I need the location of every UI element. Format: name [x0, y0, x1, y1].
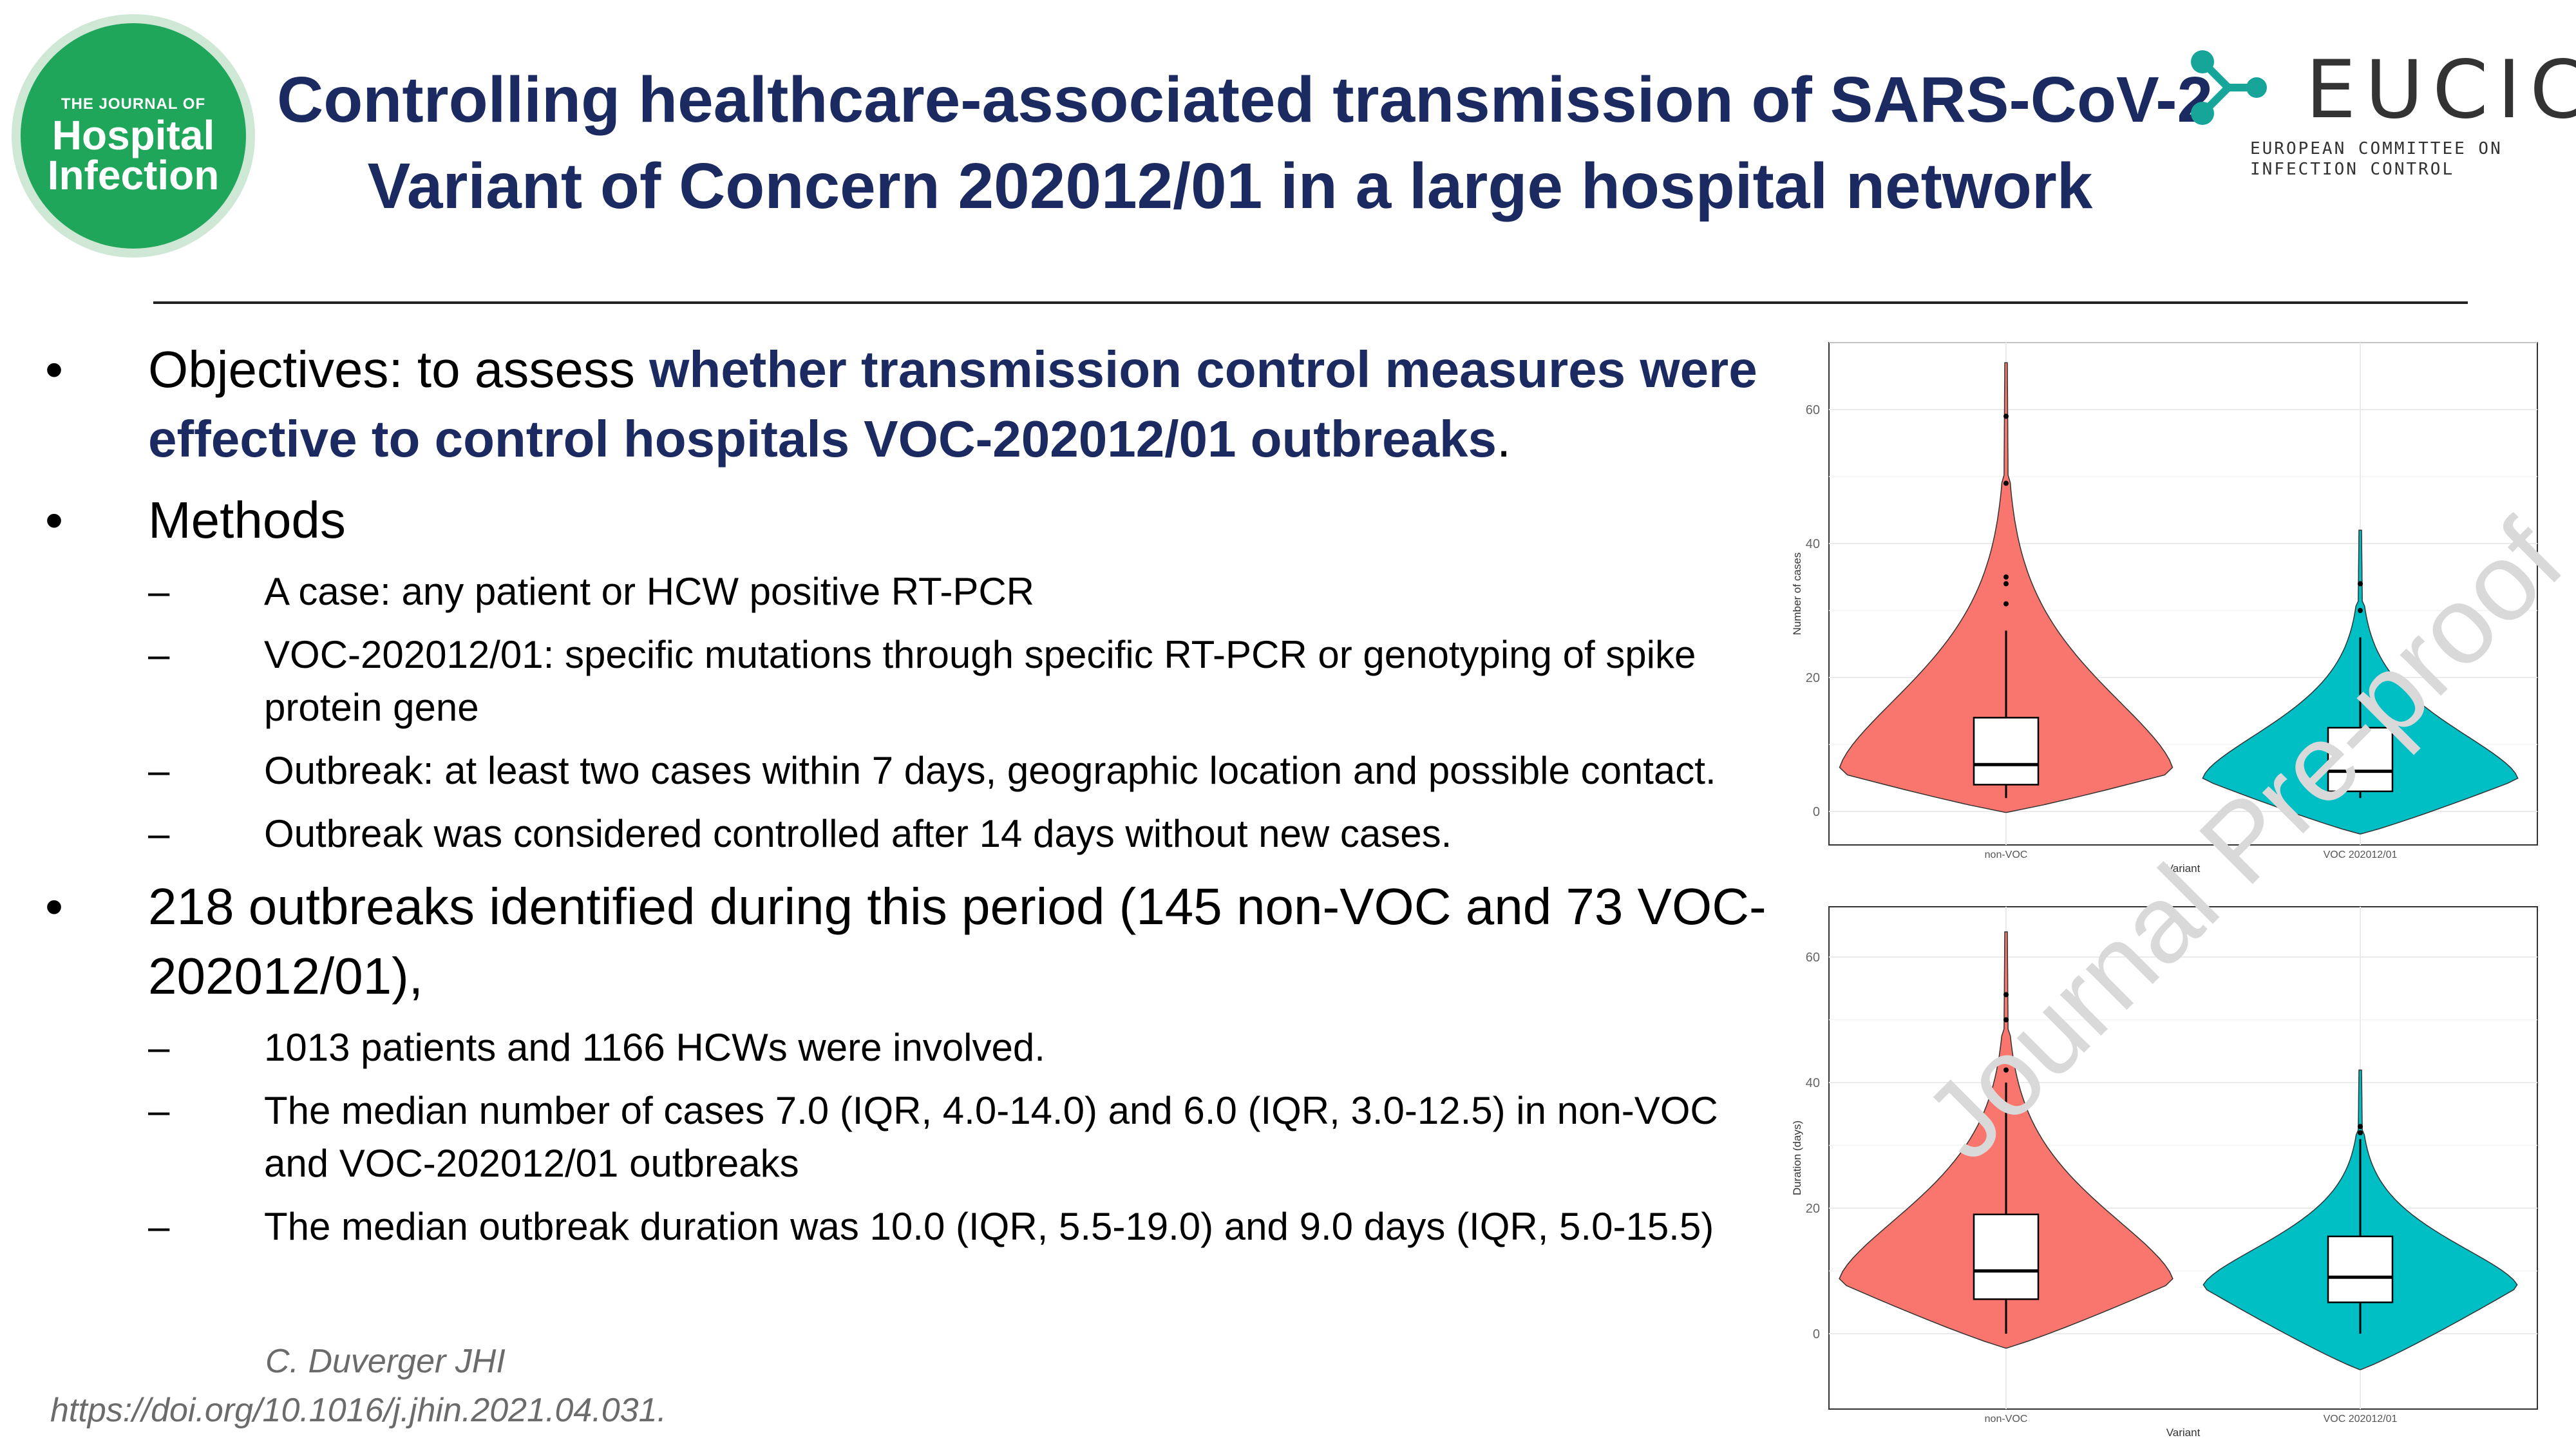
bullet-outbreaks: • 218 outbreaks identified during this p… — [45, 872, 1784, 1011]
outbreaks-text: 218 outbreaks identified during this per… — [148, 878, 1766, 1005]
box-iqr — [1973, 717, 2040, 786]
outlier-point — [2003, 1067, 2009, 1073]
outbreaks-item-text: 1013 patients and 1166 HCWs were involve… — [264, 1026, 1045, 1069]
x-tick-label: VOC 202012/01 — [2324, 849, 2398, 860]
violin-chart-cases: 0 20 40 60 non-VOC VOC 202012/01 Variant Number… — [1777, 330, 2563, 877]
x-axis-title: Variant — [2166, 1426, 2201, 1439]
outlier-point — [2358, 1130, 2363, 1135]
x-tick-label: non-VOC — [1985, 849, 2028, 860]
dash-marker: – — [148, 1089, 170, 1132]
x-axis-title: Variant — [2166, 862, 2201, 875]
outlier-point — [2003, 1017, 2009, 1023]
title-divider — [153, 301, 2468, 304]
methods-item-text: VOC-202012/01: specific mutations throug… — [264, 633, 1696, 729]
outlier-point — [2003, 581, 2009, 587]
dash-marker: – — [148, 570, 170, 613]
box-iqr — [2327, 726, 2394, 793]
slide-title-line1: Controlling healthcare-associated transm… — [277, 64, 2213, 136]
bullet-dot: • — [45, 341, 64, 398]
dash-marker: – — [148, 812, 170, 855]
dash-marker: – — [148, 633, 170, 676]
dash-marker: – — [148, 1026, 170, 1069]
methods-item-text: A case: any patient or HCW positive RT-P… — [264, 570, 1035, 613]
objectives-prefix: Objectives: to assess — [148, 341, 650, 398]
eucic-subtitle-line2: INFECTION CONTROL — [2250, 160, 2455, 179]
violin-shape — [1839, 362, 2174, 813]
outbreaks-item-text: The median outbreak duration was 10.0 (I… — [264, 1205, 1714, 1248]
journal-logo-line2: Hospital — [52, 112, 215, 158]
outlier-point — [2358, 608, 2363, 613]
eucic-subtitle-line1: EUROPEAN COMMITTEE ON — [2250, 139, 2503, 158]
objectives-suffix: . — [1497, 410, 1511, 468]
journal-logo: THE JOURNAL OF Hospital Infection — [12, 14, 255, 258]
slide-title-line2: Variant of Concern 202012/01 in a large … — [367, 150, 2093, 222]
box-iqr — [2327, 1235, 2394, 1303]
y-axis-title: Number of cases — [1791, 553, 1803, 636]
dash-marker: – — [148, 749, 170, 792]
journal-logo-line1: THE JOURNAL OF — [61, 95, 206, 113]
methods-item-text: Outbreak was considered controlled after… — [264, 812, 1452, 855]
y-tick-label: 40 — [1806, 537, 1820, 551]
methods-item: – VOC-202012/01: specific mutations thro… — [148, 629, 1784, 734]
bullet-dot: • — [45, 878, 64, 935]
y-axis-title: Duration (days) — [1791, 1121, 1803, 1195]
eucic-logo: EUCIC EUROPEAN COMMITTEE ON INFECTION CO… — [2190, 45, 2576, 193]
outlier-point — [2003, 413, 2009, 419]
violin-plot-svg: 0 20 40 60 non-VOC VOC 202012/01 Variant Durati… — [1791, 906, 2538, 1439]
dash-marker: – — [148, 1205, 170, 1248]
eucic-name: EUCIC — [2306, 44, 2576, 137]
citation-author: C. Duverger JHI — [265, 1343, 506, 1380]
outbreaks-item: – 1013 patients and 1166 HCWs were invol… — [148, 1021, 1784, 1074]
outlier-point — [2003, 992, 2009, 998]
objectives-emphasis: whether transmission control measures we… — [148, 341, 1757, 468]
y-tick-label: 20 — [1806, 1202, 1820, 1216]
slide-content: • Objectives: to assess whether transmis… — [45, 335, 1784, 1253]
methods-heading: Methods — [148, 491, 346, 549]
bullet-objectives: • Objectives: to assess whether transmis… — [45, 335, 1784, 474]
outlier-point — [2003, 480, 2009, 486]
x-tick-label: non-VOC — [1985, 1414, 2028, 1425]
methods-item: – Outbreak was considered controlled aft… — [148, 808, 1784, 860]
violin-plot-svg: 0 20 40 60 non-VOC VOC 202012/01 Variant Number… — [1791, 342, 2538, 875]
outbreaks-item: – The median outbreak duration was 10.0 … — [148, 1200, 1784, 1253]
journal-logo-badge: THE JOURNAL OF Hospital Infection — [21, 23, 246, 249]
outbreaks-item-text: The median number of cases 7.0 (IQR, 4.0… — [264, 1089, 1718, 1185]
methods-item: – A case: any patient or HCW positive RT… — [148, 565, 1784, 618]
methods-item: – Outbreak: at least two cases within 7 … — [148, 744, 1784, 797]
eucic-molecule-icon — [2191, 50, 2267, 125]
outlier-point — [2358, 1124, 2363, 1130]
y-tick-label: 0 — [1813, 805, 1820, 819]
y-tick-label: 0 — [1813, 1327, 1820, 1341]
methods-item-text: Outbreak: at least two cases within 7 da… — [264, 749, 1716, 792]
violin-chart-duration: 0 20 40 60 non-VOC VOC 202012/01 Variant Durati… — [1777, 894, 2563, 1441]
outbreaks-item: – The median number of cases 7.0 (IQR, 4… — [148, 1084, 1784, 1190]
slide-title: Controlling healthcare-associated transm… — [277, 57, 2213, 229]
y-tick-label: 60 — [1806, 403, 1820, 417]
y-tick-label: 40 — [1806, 1076, 1820, 1090]
bullet-methods: • Methods — [45, 486, 1784, 555]
outlier-point — [2358, 581, 2363, 587]
outlier-point — [2003, 601, 2009, 607]
journal-logo-line3: Infection — [47, 152, 220, 198]
x-tick-label: VOC 202012/01 — [2324, 1414, 2398, 1425]
y-tick-label: 60 — [1806, 951, 1820, 965]
y-tick-label: 20 — [1806, 671, 1820, 685]
box-iqr — [1973, 1213, 2040, 1300]
bullet-dot: • — [45, 491, 64, 549]
outlier-point — [2003, 574, 2009, 580]
citation-doi[interactable]: https://doi.org/10.1016/j.jhin.2021.04.0… — [50, 1392, 667, 1429]
